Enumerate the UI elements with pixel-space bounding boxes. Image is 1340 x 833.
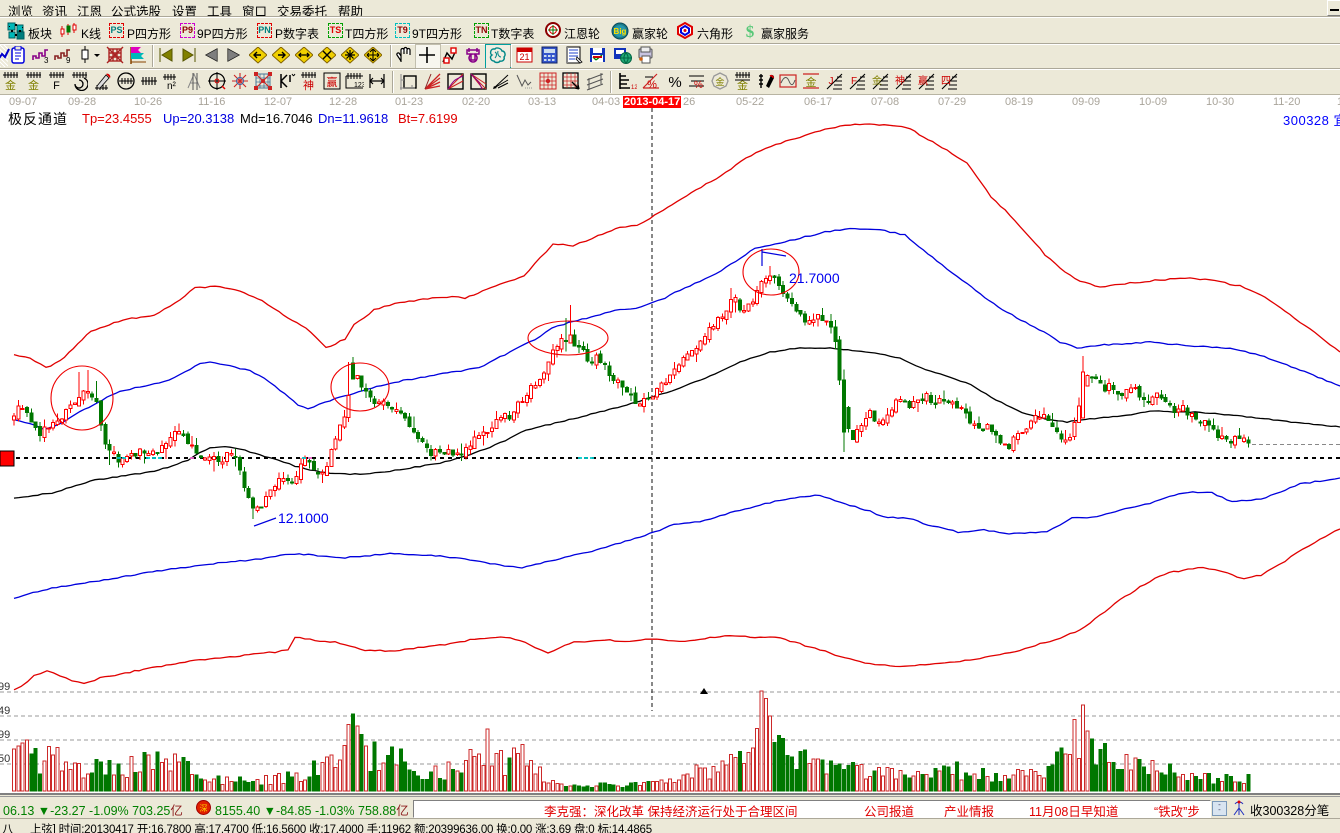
- svg-text:F: F: [53, 80, 60, 91]
- svg-text:J: J: [829, 76, 834, 87]
- svg-text:Big: Big: [614, 27, 627, 36]
- svg-text:%: %: [668, 74, 681, 91]
- svg-text:21: 21: [519, 52, 529, 62]
- svg-text:金: 金: [872, 74, 882, 87]
- svg-text:金: 金: [737, 78, 748, 91]
- svg-text:四: 四: [941, 76, 951, 87]
- svg-text:金: 金: [28, 78, 39, 91]
- svg-text:99: 99: [0, 681, 10, 693]
- svg-text:金: 金: [5, 78, 16, 91]
- svg-text:神: 神: [303, 78, 314, 91]
- svg-text:99: 99: [0, 729, 10, 741]
- svg-text:赢: 赢: [327, 75, 338, 89]
- svg-text:赢: 赢: [918, 74, 928, 87]
- svg-text:21.7000: 21.7000: [789, 270, 840, 286]
- svg-text:n²: n²: [167, 81, 177, 91]
- svg-text:9: 9: [66, 56, 71, 64]
- svg-text:%: %: [647, 79, 657, 91]
- svg-text:深: 深: [200, 804, 208, 813]
- svg-text:49: 49: [0, 705, 10, 717]
- svg-text:神: 神: [895, 74, 905, 87]
- svg-text:金: 金: [715, 76, 724, 87]
- svg-text:F: F: [851, 76, 857, 87]
- svg-text:123: 123: [354, 82, 364, 89]
- svg-text:$: $: [746, 22, 755, 40]
- svg-text:金: 金: [806, 75, 817, 89]
- svg-text:50: 50: [0, 753, 10, 765]
- svg-text:123: 123: [631, 85, 637, 91]
- svg-text:3: 3: [44, 56, 49, 64]
- svg-text:12.1000: 12.1000: [278, 510, 329, 526]
- svg-text:%: %: [694, 80, 703, 91]
